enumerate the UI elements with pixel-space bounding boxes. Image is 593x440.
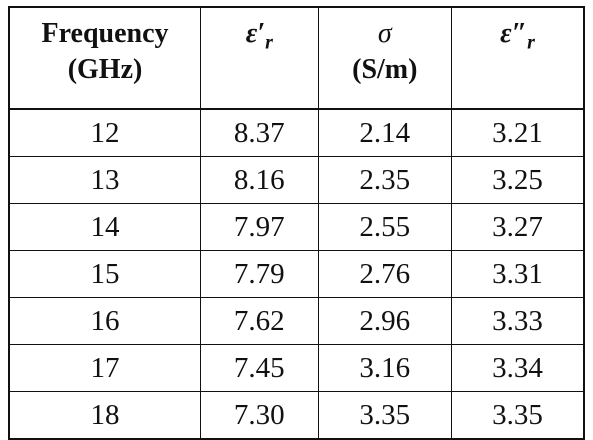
table-cell: 2.14 — [317, 108, 453, 157]
table-cell: 7.62 — [200, 297, 319, 345]
table-cell: 7.79 — [200, 250, 319, 298]
header-symbol: ε′ — [245, 18, 266, 49]
table-row: 16 7.62 2.96 3.33 — [8, 297, 585, 345]
table-cell: 3.25 — [451, 156, 585, 204]
header-text: (GHz) — [67, 54, 143, 85]
header-text: (S/m) — [352, 54, 418, 85]
table-cell: 3.27 — [451, 203, 585, 251]
table-cell: 3.34 — [451, 344, 585, 392]
table-body: 12 8.37 2.14 3.21 13 8.16 2.35 3.25 14 7.97 2.55 3.… — [8, 108, 585, 440]
table-row: 13 8.16 2.35 3.25 — [8, 156, 585, 204]
table-cell: 16 — [8, 297, 202, 345]
table-row: 17 7.45 3.16 3.34 — [8, 344, 585, 392]
header-subscript: r — [265, 31, 273, 54]
table-cell: 8.16 — [200, 156, 319, 204]
data-table: Frequency (GHz) ε′r σ (S/m) ε″r 12 8.37 2.… — [8, 6, 585, 440]
header-subscript: r — [527, 31, 535, 54]
table-cell: 3.31 — [451, 250, 585, 298]
header-cell: ε′r — [200, 6, 319, 110]
table-cell: 18 — [8, 391, 202, 440]
header-cell: σ (S/m) — [317, 6, 453, 110]
table-cell: 3.35 — [317, 391, 453, 440]
table-cell: 8.37 — [200, 108, 319, 157]
table-row: 14 7.97 2.55 3.27 — [8, 203, 585, 251]
header-row: Frequency (GHz) ε′r σ (S/m) ε″r — [8, 6, 585, 110]
table-cell: 7.97 — [200, 203, 319, 251]
table-cell: 7.45 — [200, 344, 319, 392]
header-symbol: ε″ — [500, 18, 528, 49]
table-cell: 2.35 — [317, 156, 453, 204]
table-cell: 2.96 — [317, 297, 453, 345]
table-cell: 14 — [8, 203, 202, 251]
table-cell: 2.55 — [317, 203, 453, 251]
table-cell: 3.33 — [451, 297, 585, 345]
table-cell: 3.16 — [317, 344, 453, 392]
table-cell: 7.30 — [200, 391, 319, 440]
table-row: 15 7.79 2.76 3.31 — [8, 250, 585, 298]
table-cell: 13 — [8, 156, 202, 204]
table-cell: 15 — [8, 250, 202, 298]
header-cell: ε″r — [451, 6, 585, 110]
table-cell: 3.21 — [451, 108, 585, 157]
table-cell: 12 — [8, 108, 202, 157]
header-text: Frequency — [41, 18, 169, 49]
table-cell: 2.76 — [317, 250, 453, 298]
header-text: σ — [377, 18, 392, 49]
table-head: Frequency (GHz) ε′r σ (S/m) ε″r — [8, 6, 585, 110]
table-cell: 17 — [8, 344, 202, 392]
table-row: 12 8.37 2.14 3.21 — [8, 108, 585, 157]
header-cell: Frequency (GHz) — [8, 6, 202, 110]
